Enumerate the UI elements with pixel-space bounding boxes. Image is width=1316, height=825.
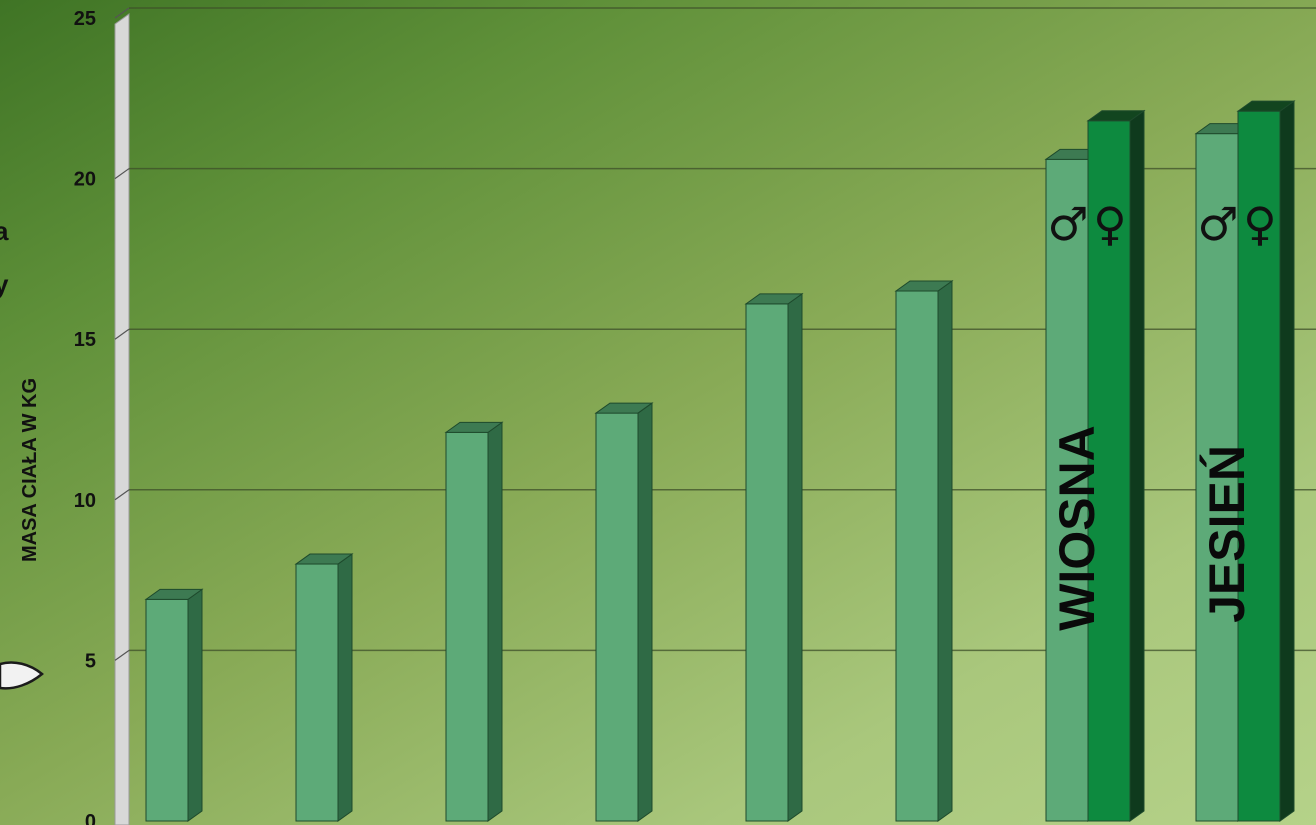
female-symbol: ♀ <box>1093 197 1127 251</box>
bar-female-7-side <box>1129 109 1145 822</box>
y-tick-label: 20 <box>74 169 96 191</box>
bar-male-1-side <box>187 588 203 822</box>
y-tick-label: 0 <box>85 811 96 825</box>
bar-female-7-top <box>1086 110 1146 122</box>
bar-female-8 <box>1236 100 1296 822</box>
y-tick-label: 25 <box>74 8 96 30</box>
bar-male-5-side <box>787 292 803 822</box>
season-label: JESIEŃ <box>1199 445 1255 623</box>
bar-female-7-front <box>1087 120 1131 822</box>
season-label: WIOSNA <box>1049 425 1105 631</box>
bar-male-8-front <box>1195 133 1239 822</box>
bar-male-3-side <box>487 421 503 822</box>
y-axis-label: MASA CIAŁA W KG <box>19 378 41 562</box>
bar-male-4-front <box>595 412 639 822</box>
female-symbol: ♀ <box>1243 197 1277 251</box>
bar-female-8-front <box>1237 110 1281 822</box>
bar-male-4-top <box>594 402 654 414</box>
bar-male-1-top <box>144 588 204 600</box>
male-symbol: ♂ <box>1197 197 1238 251</box>
gridline-diagonal <box>114 168 130 180</box>
gridline-diagonal <box>114 328 130 340</box>
bar-male-5-top <box>744 293 804 305</box>
bar-male-6 <box>894 280 954 822</box>
left-edge-decoration <box>0 661 44 690</box>
bar-male-2-top <box>294 553 354 565</box>
bar-male-2 <box>294 553 354 822</box>
bar-male-2-side <box>337 553 353 822</box>
bar-male-6-side <box>937 280 953 822</box>
bar-male-3 <box>444 421 504 822</box>
bar-female-8-top <box>1236 100 1296 112</box>
bar-male-6-front <box>895 290 939 822</box>
y-tick-label: 5 <box>85 650 96 672</box>
male-symbol: ♂ <box>1047 197 1088 251</box>
left-edge-fragment-2: y <box>0 269 9 299</box>
gridline-diagonal <box>114 649 130 661</box>
bar-male-1-front <box>145 598 189 822</box>
axis-wall <box>114 13 130 825</box>
bar-male-5 <box>744 292 804 822</box>
y-tick-label: 15 <box>74 329 96 351</box>
bar-male-1 <box>144 588 204 822</box>
bar-female-8-side <box>1279 100 1295 822</box>
y-tick-label: 10 <box>74 490 96 512</box>
bar-female-7 <box>1086 109 1146 822</box>
bar-male-6-top <box>894 280 954 292</box>
bar-male-3-front <box>445 431 489 822</box>
bar-male-2-front <box>295 563 339 822</box>
gridline-diagonal <box>114 7 130 19</box>
left-edge-fragment-1: a <box>0 216 9 246</box>
bar-male-3-top <box>444 421 504 433</box>
bar-male-4-side <box>637 402 653 822</box>
bar-male-4 <box>594 402 654 822</box>
gridline-diagonal <box>114 489 130 501</box>
bar-male-5-front <box>745 303 789 822</box>
bar-male-7-front <box>1045 158 1089 822</box>
